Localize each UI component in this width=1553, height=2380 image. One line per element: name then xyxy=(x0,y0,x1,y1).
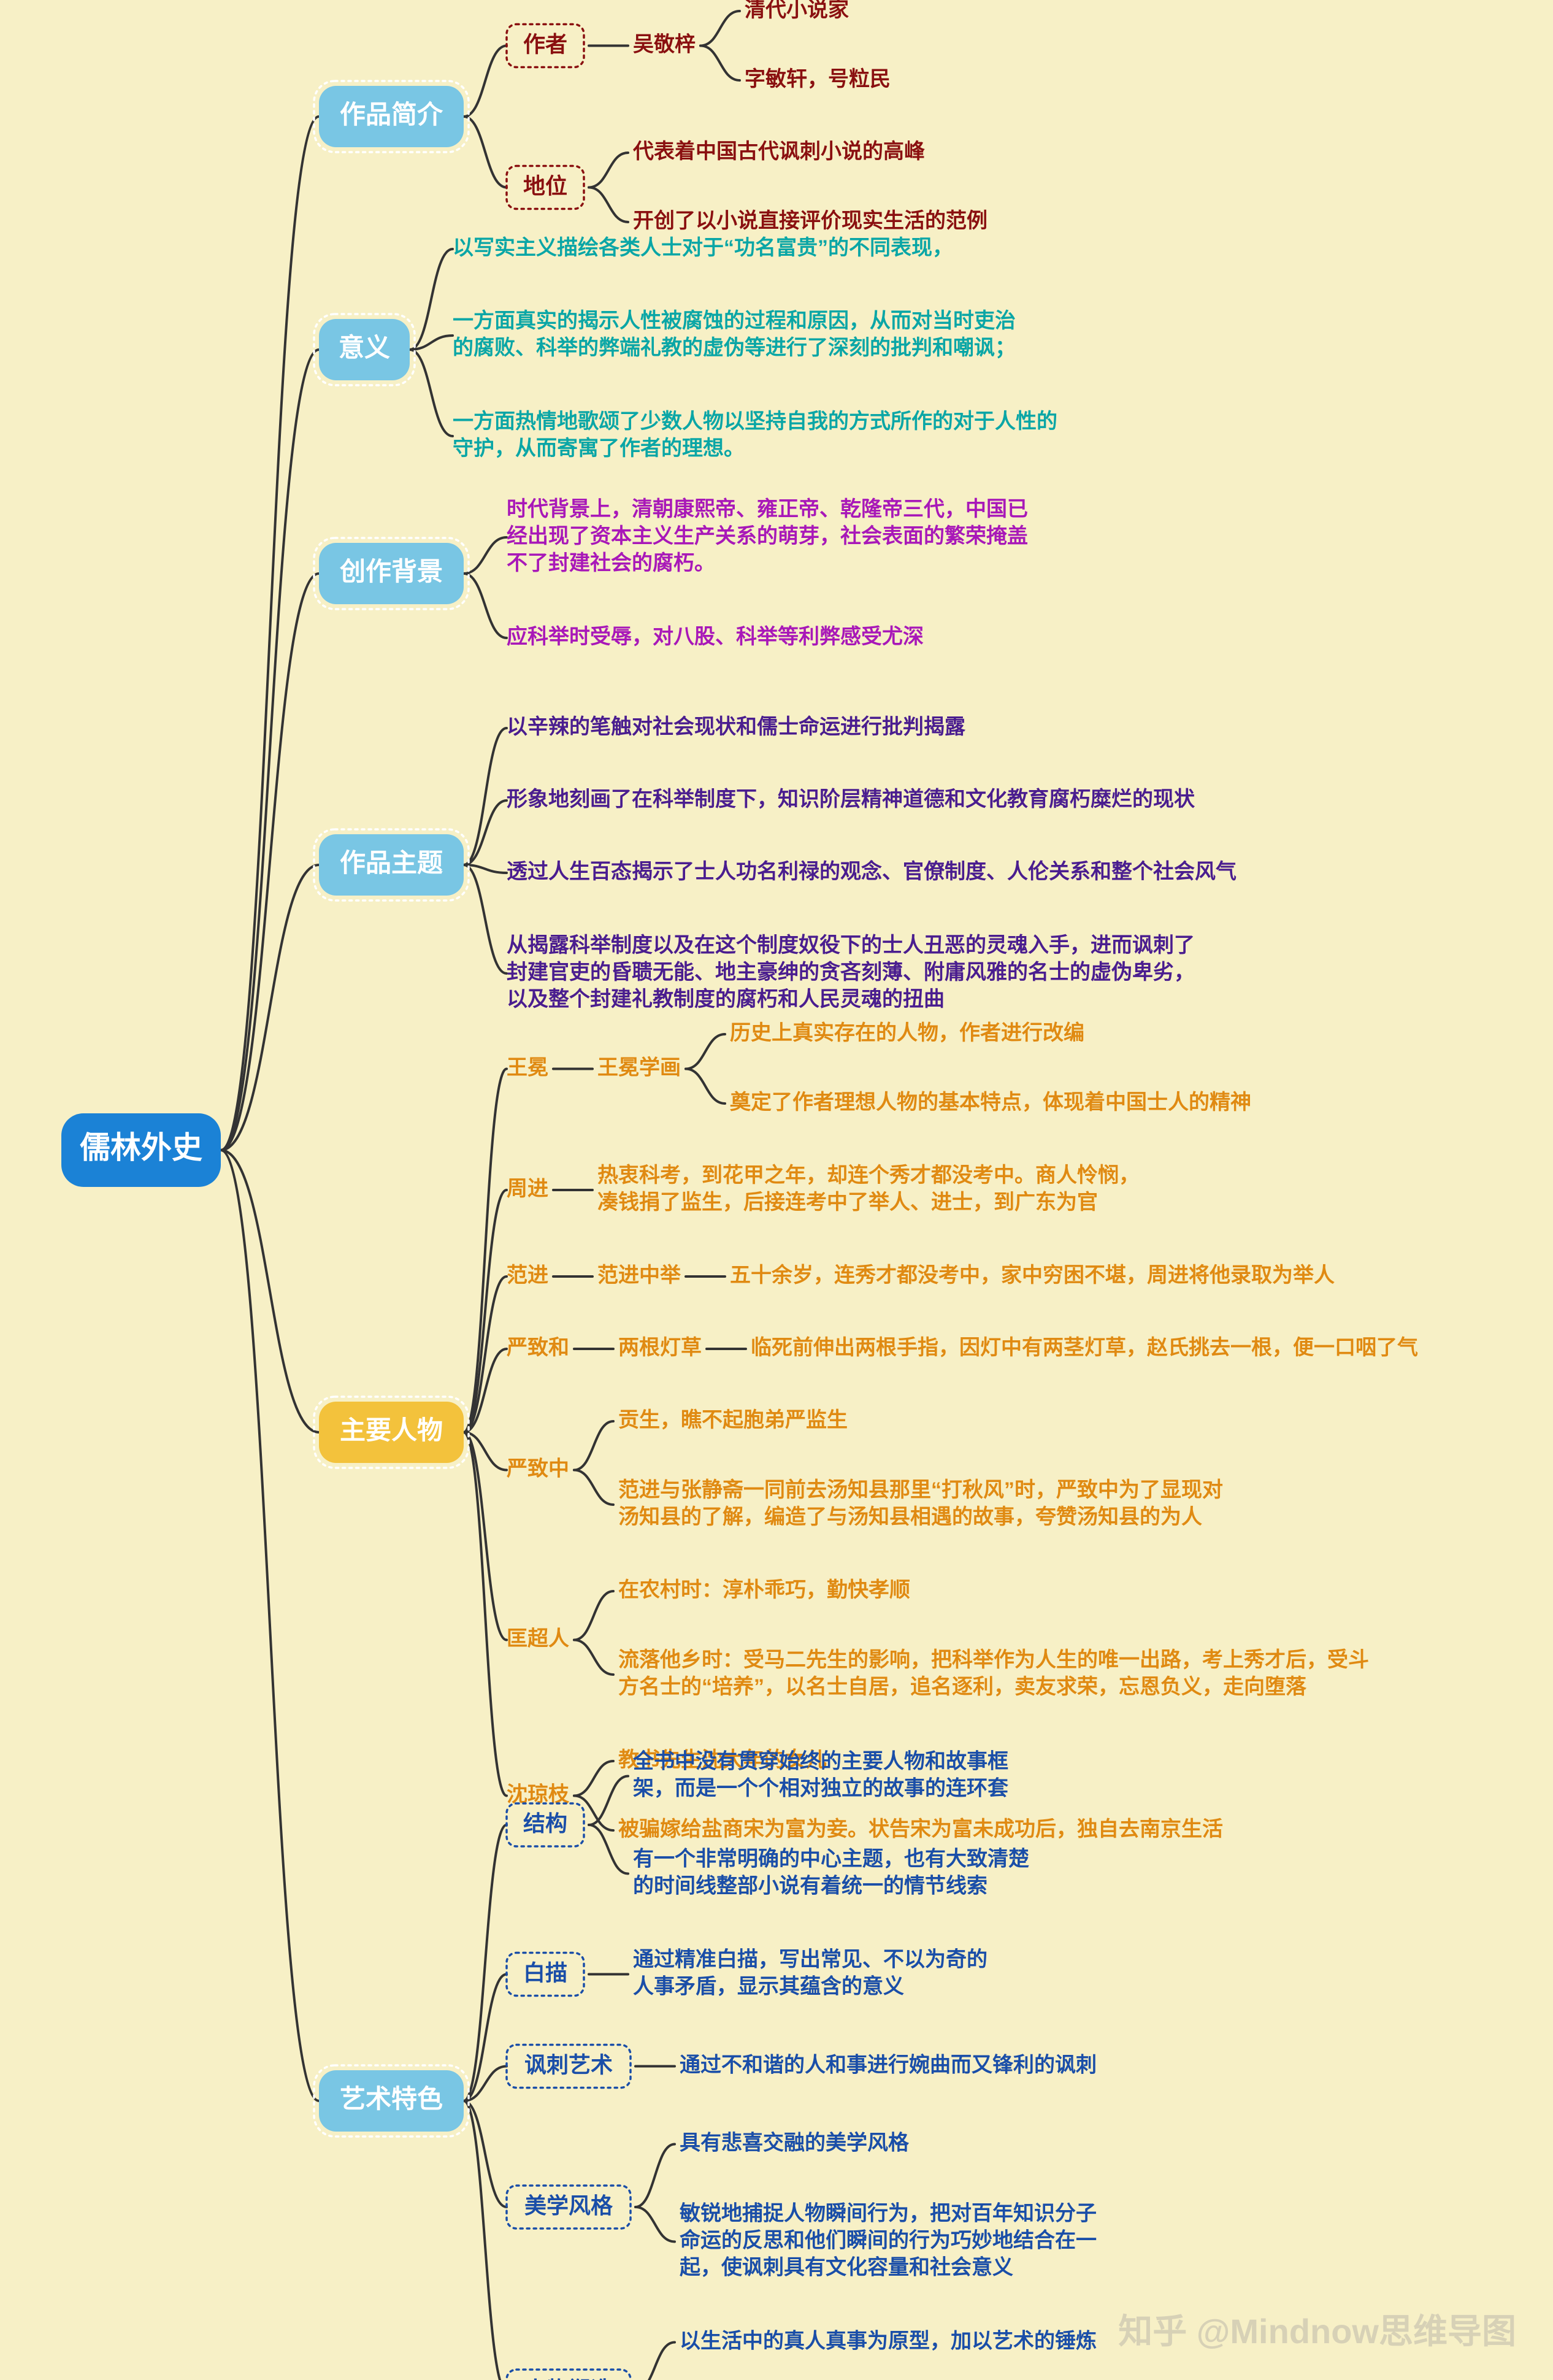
text-node: 两根灯草 xyxy=(618,1336,702,1359)
text-node: 奠定了作者理想人物的基本特点，体现着中国士人的精神 xyxy=(730,1091,1251,1114)
text-node: 艺术特色 xyxy=(340,2084,443,2113)
text-node: 作品主题 xyxy=(340,848,443,877)
text-node: 匡超人 xyxy=(507,1627,569,1650)
text-node: 创作背景 xyxy=(340,557,443,586)
text-node: 周进 xyxy=(507,1177,548,1200)
text-node: 以写实主义描绘各类人士对于“功名富贵”的不同表现， xyxy=(453,236,953,259)
text-node: 美学风格 xyxy=(524,2193,613,2218)
text-node: 白描 xyxy=(523,1960,567,1985)
watermark: 知乎 @Mindnow思维导图 xyxy=(1118,2312,1516,2351)
text-node: 以辛辣的笔触对社会现状和儒士命运进行批判揭露 xyxy=(507,715,966,739)
text-node: 应科举时受辱，对八股、科举等利弊感受尤深 xyxy=(507,624,924,648)
text-node: 代表着中国古代讽刺小说的高峰 xyxy=(632,140,925,163)
text-node: 以生活中的真人真事为原型，加以艺术的锤炼 xyxy=(680,2329,1097,2352)
text-node: 字敏轩，号粒民 xyxy=(745,67,891,91)
text-node: 作品简介 xyxy=(340,100,443,129)
text-node: 王冕学画 xyxy=(597,1055,681,1079)
text-node: 形象地刻画了在科举制度下，知识阶层精神道德和文化教育腐朽糜烂的现状 xyxy=(507,787,1195,811)
text-node: 被骗嫁给盐商宋为富为妾。状告宋为富未成功后，独自去南京生活 xyxy=(618,1817,1223,1841)
text-node: 通过不和谐的人和事进行婉曲而又锋利的讽刺 xyxy=(680,2053,1097,2076)
text-node: 王冕 xyxy=(507,1056,548,1079)
text-node: 严致中 xyxy=(507,1457,569,1480)
text-node: 结构 xyxy=(523,1811,567,1836)
text-node: 人物塑造 xyxy=(524,2377,613,2380)
text-node: 开创了以小说直接评价现实生活的范例 xyxy=(633,209,987,232)
text-node: 在农村时：淳朴乖巧，勤快孝顺 xyxy=(618,1578,910,1602)
text-node: 主要人物 xyxy=(340,1416,443,1445)
text-node: 五十余岁，连秀才都没考中，家中穷困不堪，周进将他录取为举人 xyxy=(730,1263,1335,1287)
text-node: 透过人生百态揭示了士人功名利禄的观念、官僚制度、人伦关系和整个社会风气 xyxy=(507,859,1237,883)
text-node: 严致和 xyxy=(507,1336,569,1359)
text-node: 讽刺艺术 xyxy=(524,2052,613,2077)
text-node: 地位 xyxy=(523,173,567,198)
text-node: 临死前伸出两根手指，因灯中有两茎灯草，赵氏挑去一根，便一口咽了气 xyxy=(751,1336,1418,1359)
text-node: 吴敬梓 xyxy=(633,33,696,56)
text-node: 范进 xyxy=(507,1264,548,1287)
text-node: 清代小说家 xyxy=(745,0,849,21)
text-node: 范进中举 xyxy=(597,1263,681,1287)
text-node: 历史上真实存在的人物，作者进行改编 xyxy=(730,1021,1084,1045)
text-node: 意义 xyxy=(339,333,390,362)
text-node: 贡生，瞧不起胞弟严监生 xyxy=(618,1408,848,1432)
text-node: 作者 xyxy=(523,31,567,56)
text-node: 儒林外史 xyxy=(80,1130,202,1165)
text-node: 具有悲喜交融的美学风格 xyxy=(680,2130,910,2154)
